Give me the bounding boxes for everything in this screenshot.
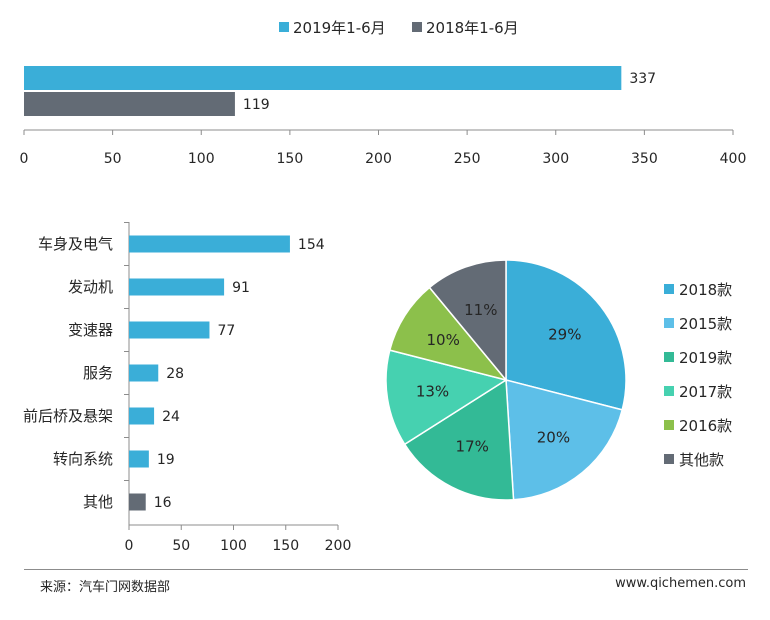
category-bar-2 — [129, 321, 210, 339]
pie-legend-swatch-4 — [664, 420, 674, 430]
legend-label-1: 2018年1-6月 — [426, 19, 519, 37]
pie-legend-swatch-1 — [664, 318, 674, 328]
x2-tick-label-1: 50 — [172, 538, 190, 554]
legend-swatch-1 — [412, 22, 422, 32]
pie-legend-label-2: 2019款 — [679, 349, 732, 367]
x-tick-label-1: 50 — [104, 151, 122, 167]
pie-legend-label-5: 其他款 — [679, 451, 724, 469]
pie-legend-label-1: 2015款 — [679, 315, 732, 333]
x-tick-label-0: 0 — [20, 151, 29, 167]
category-bar-0 — [129, 235, 290, 253]
pie-label-3: 13% — [416, 383, 449, 401]
category-value-5: 19 — [157, 452, 175, 468]
x2-tick-label-3: 150 — [272, 538, 299, 554]
category-label-5: 转向系统 — [53, 450, 113, 468]
category-label-1: 发动机 — [68, 278, 113, 296]
category-bar-4 — [129, 407, 155, 425]
legend-label-0: 2019年1-6月 — [293, 19, 386, 37]
footer-divider — [24, 569, 748, 570]
category-label-3: 服务 — [83, 364, 113, 382]
pie-slice-4 — [388, 286, 509, 382]
pie-legend-swatch-0 — [664, 284, 674, 294]
pie-label-2: 17% — [456, 437, 489, 455]
category-bar-1 — [129, 278, 225, 296]
pie-slice-5 — [428, 259, 507, 383]
category-label-0: 车身及电气 — [38, 235, 113, 253]
category-value-2: 77 — [217, 323, 235, 339]
x2-tick-label-0: 0 — [125, 538, 134, 554]
source-note: 来源：汽车门网数据部 — [40, 580, 171, 595]
category-value-6: 16 — [154, 495, 172, 511]
x-tick-label-3: 150 — [277, 151, 304, 167]
x-tick-label-7: 350 — [631, 151, 658, 167]
category-bar-5 — [129, 450, 149, 468]
pie-label-4: 10% — [427, 331, 460, 349]
pie-legend-label-3: 2017款 — [679, 383, 732, 401]
pie-legend-swatch-2 — [664, 352, 674, 362]
category-label-6: 其他 — [83, 493, 113, 511]
website-label: www.qichemen.com — [615, 576, 746, 591]
pie-label-5: 11% — [464, 301, 497, 319]
data-label-0: 337 — [629, 71, 656, 87]
pie-label-1: 20% — [537, 428, 570, 446]
x-tick-label-5: 250 — [454, 151, 481, 167]
x2-tick-label-2: 100 — [220, 538, 247, 554]
pie-label-0: 29% — [548, 325, 581, 343]
category-value-4: 24 — [162, 409, 180, 425]
category-label-4: 前后桥及悬架 — [23, 407, 113, 425]
pie-legend-label-0: 2018款 — [679, 281, 732, 299]
pie-legend-label-4: 2016款 — [679, 417, 732, 435]
pie-legend-swatch-5 — [664, 454, 674, 464]
x-tick-label-2: 100 — [188, 151, 215, 167]
category-value-0: 154 — [298, 237, 325, 253]
legend-swatch-0 — [279, 22, 289, 32]
pie-legend-swatch-3 — [664, 386, 674, 396]
data-label-1: 119 — [243, 97, 270, 113]
pie-slice-1 — [505, 379, 624, 501]
category-bar-6 — [129, 493, 146, 511]
x-tick-label-6: 300 — [542, 151, 569, 167]
category-value-3: 28 — [166, 366, 184, 382]
bar-0 — [24, 66, 622, 90]
bar-1 — [24, 92, 235, 116]
x2-tick-label-4: 200 — [325, 538, 352, 554]
pie-slice-2 — [403, 378, 515, 501]
category-label-2: 变速器 — [68, 321, 113, 339]
category-value-1: 91 — [232, 280, 250, 296]
category-bar-3 — [129, 364, 159, 382]
pie-slice-0 — [505, 259, 627, 411]
x-tick-label-8: 400 — [720, 151, 747, 167]
pie-slice-3 — [385, 349, 508, 446]
x-tick-label-4: 200 — [365, 151, 392, 167]
